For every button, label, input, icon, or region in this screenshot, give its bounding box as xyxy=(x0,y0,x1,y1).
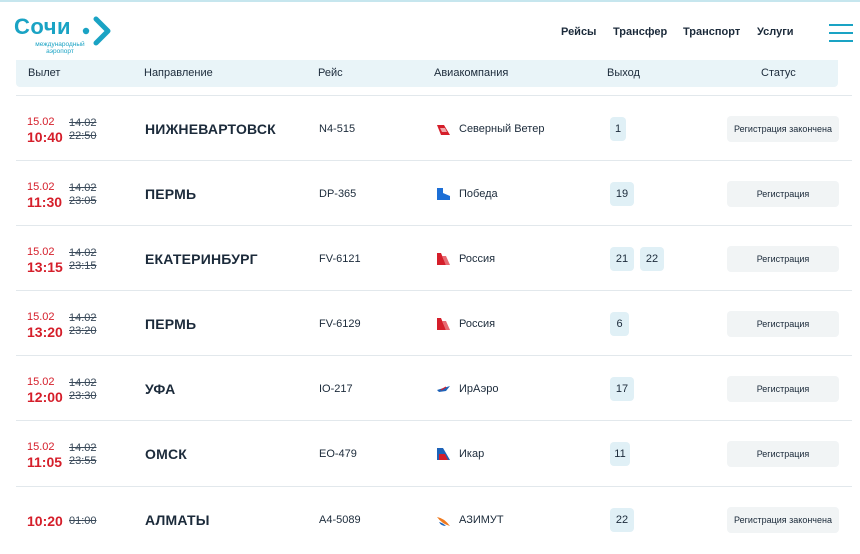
actual-time: 10:20 xyxy=(27,513,63,529)
actual-time: 13:15 xyxy=(27,259,63,275)
actual-date: 15.02 xyxy=(27,181,55,193)
scheduled-time: 23:05 xyxy=(69,195,97,207)
gate-badge: 6 xyxy=(610,312,629,336)
nordwind-icon xyxy=(437,125,450,135)
scheduled-time: 23:20 xyxy=(69,325,97,337)
airline-name: Северный Ветер xyxy=(459,123,545,135)
table-row[interactable]: 10:20 01:00 АЛМАТЫ A4-5089 АЗИМУТ 22 Рег… xyxy=(16,486,852,551)
actual-time: 12:00 xyxy=(27,389,63,405)
column-flight: Рейс xyxy=(318,67,343,79)
destination: НИЖНЕВАРТОВСК xyxy=(145,121,276,137)
top-accent-line xyxy=(0,0,860,2)
status-badge: Регистрация xyxy=(727,181,839,207)
scheduled-date: 14.02 xyxy=(69,312,97,324)
column-gate: Выход xyxy=(607,67,640,79)
destination: УФА xyxy=(145,381,176,397)
scheduled-date: 14.02 xyxy=(69,117,97,129)
status-badge: Регистрация закончена xyxy=(727,116,839,142)
logo-text: Сочи xyxy=(14,14,72,39)
scheduled-time: 22:50 xyxy=(69,130,97,142)
flight-number: N4-515 xyxy=(319,123,356,135)
gate-badge: 1 xyxy=(610,117,626,141)
actual-date: 15.02 xyxy=(27,311,55,323)
destination: ПЕРМЬ xyxy=(145,186,197,202)
airline-name: Икар xyxy=(459,448,485,460)
gate-badge: 22 xyxy=(640,247,664,271)
rossiya-icon xyxy=(437,253,450,265)
iraero-icon xyxy=(437,386,450,392)
nav-services[interactable]: Услуги xyxy=(757,26,794,38)
nav-transport[interactable]: Транспорт xyxy=(683,26,741,38)
scheduled-time: 23:55 xyxy=(69,455,97,467)
site-header: Сочи международный аэропорт Рейсы Трансф… xyxy=(0,2,860,60)
scheduled-date: 14.02 xyxy=(69,442,97,454)
flight-number: DP-365 xyxy=(319,188,357,200)
table-row[interactable]: 15.02 13:15 14.02 23:15 ЕКАТЕРИНБУРГ FV-… xyxy=(16,225,852,290)
gate-badge: 19 xyxy=(610,182,634,206)
gate-badge: 11 xyxy=(610,442,630,466)
table-row[interactable]: 15.02 11:30 14.02 23:05 ПЕРМЬ DP-365 Поб… xyxy=(16,160,852,225)
logo-subtitle: международный аэропорт xyxy=(35,41,85,55)
actual-time: 11:05 xyxy=(27,454,63,470)
destination: ЕКАТЕРИНБУРГ xyxy=(145,251,258,267)
azimut-icon xyxy=(437,517,450,526)
flight-number: IO-217 xyxy=(319,383,353,395)
airline-name: Россия xyxy=(459,318,496,330)
status-badge: Регистрация xyxy=(727,311,839,337)
logo-arrow-icon xyxy=(82,16,111,46)
gate-badge: 17 xyxy=(610,377,634,401)
destination: ОМСК xyxy=(145,446,188,462)
scheduled-time: 23:30 xyxy=(69,390,97,402)
airline-name: АЗИМУТ xyxy=(459,514,504,526)
table-row[interactable]: 15.02 12:00 14.02 23:30 УФА IO-217 ИрАэр… xyxy=(16,355,852,420)
airport-logo[interactable]: Сочи международный аэропорт xyxy=(14,14,114,58)
table-header: Вылет Направление Рейс Авиакомпания Выхо… xyxy=(16,60,838,87)
actual-time: 11:30 xyxy=(27,194,63,210)
airline-name: ИрАэро xyxy=(459,383,499,395)
status-badge: Регистрация закончена xyxy=(727,507,839,533)
actual-date: 15.02 xyxy=(27,246,55,258)
column-departure: Вылет xyxy=(28,67,61,79)
status-badge: Регистрация xyxy=(727,376,839,402)
column-status: Статус xyxy=(761,67,796,79)
scheduled-date: 14.02 xyxy=(69,182,97,194)
flight-number: FV-6129 xyxy=(319,318,361,330)
table-row[interactable]: 15.02 11:05 14.02 23:55 ОМСК EO-479 Икар… xyxy=(16,420,852,485)
table-row[interactable]: 15.02 13:20 14.02 23:20 ПЕРМЬ FV-6129 Ро… xyxy=(16,290,852,355)
nav-transfer[interactable]: Трансфер xyxy=(613,26,668,38)
airline-name: Россия xyxy=(459,253,496,265)
menu-icon[interactable] xyxy=(829,24,853,42)
column-destination: Направление xyxy=(144,67,213,79)
nav-flights[interactable]: Рейсы xyxy=(561,26,597,38)
flight-number: A4-5089 xyxy=(319,514,361,526)
rossiya-icon xyxy=(437,318,450,330)
destination: АЛМАТЫ xyxy=(145,512,210,528)
gate-badge: 21 xyxy=(610,247,634,271)
status-badge: Регистрация xyxy=(727,246,839,272)
actual-date: 15.02 xyxy=(27,116,55,128)
flight-number: FV-6121 xyxy=(319,253,361,265)
scheduled-time: 01:00 xyxy=(69,515,97,527)
actual-date: 15.02 xyxy=(27,376,55,388)
destination: ПЕРМЬ xyxy=(145,316,197,332)
scheduled-date: 14.02 xyxy=(69,377,97,389)
scheduled-time: 23:15 xyxy=(69,260,97,272)
column-airline: Авиакомпания xyxy=(434,67,509,79)
gate-badge: 22 xyxy=(610,508,634,532)
status-badge: Регистрация xyxy=(727,441,839,467)
actual-date: 15.02 xyxy=(27,441,55,453)
table-row[interactable]: 15.02 10:40 14.02 22:50 НИЖНЕВАРТОВСК N4… xyxy=(16,95,852,160)
ikar-icon xyxy=(437,448,450,460)
flight-number: EO-479 xyxy=(319,448,357,460)
pobeda-icon xyxy=(437,188,450,200)
scheduled-date: 14.02 xyxy=(69,247,97,259)
actual-time: 10:40 xyxy=(27,129,63,145)
airline-name: Победа xyxy=(459,188,498,200)
actual-time: 13:20 xyxy=(27,324,63,340)
